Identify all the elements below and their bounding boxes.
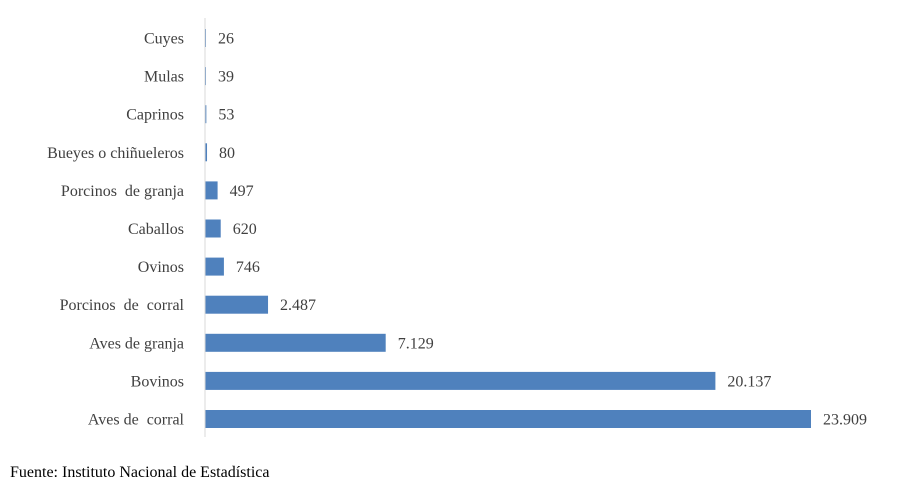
category-label-4: Porcinos de granja [61, 183, 184, 200]
category-label-8: Aves de granja [89, 335, 184, 352]
value-label-3: 80 [219, 145, 235, 162]
bar-7 [205, 295, 269, 314]
value-label-10: 23.909 [823, 412, 867, 429]
value-label-2: 53 [218, 107, 234, 124]
category-label-3: Bueyes o chiñueleros [47, 145, 184, 162]
value-labels-group: 26 39 53 80 497 620 746 2.487 7.129 20.137 23.909 [218, 31, 867, 429]
bar-9 [205, 371, 716, 390]
bar-4 [205, 181, 218, 200]
bar-5 [205, 219, 221, 238]
value-label-1: 39 [218, 69, 234, 86]
category-label-7: Porcinos de corral [60, 297, 185, 314]
category-labels-group: Cuyes Mulas Caprinos Bueyes o chiñueleros Po… [47, 31, 184, 429]
category-label-2: Caprinos [126, 107, 184, 124]
category-label-0: Cuyes [144, 31, 184, 48]
bar-6 [205, 257, 224, 276]
bar-3 [205, 143, 208, 162]
value-label-0: 26 [218, 31, 234, 48]
value-label-5: 620 [233, 221, 257, 238]
value-label-9: 20.137 [727, 373, 771, 390]
category-label-6: Ovinos [138, 259, 184, 276]
bar-2 [205, 105, 207, 124]
bar-10 [205, 410, 811, 428]
category-label-5: Caballos [128, 221, 184, 238]
category-label-9: Bovinos [131, 373, 184, 390]
category-label-10: Aves de corral [88, 412, 185, 429]
bars-group [205, 29, 811, 428]
value-label-4: 497 [230, 183, 254, 200]
category-label-1: Mulas [144, 69, 184, 86]
value-label-7: 2.487 [280, 297, 316, 314]
value-label-6: 746 [236, 259, 260, 276]
bar-chart: Cuyes Mulas Caprinos Bueyes o chiñueleros Po… [47, 18, 867, 437]
value-label-8: 7.129 [398, 335, 434, 352]
bar-8 [205, 333, 386, 352]
source-note: Fuente: Instituto Nacional de Estadístic… [10, 464, 270, 481]
